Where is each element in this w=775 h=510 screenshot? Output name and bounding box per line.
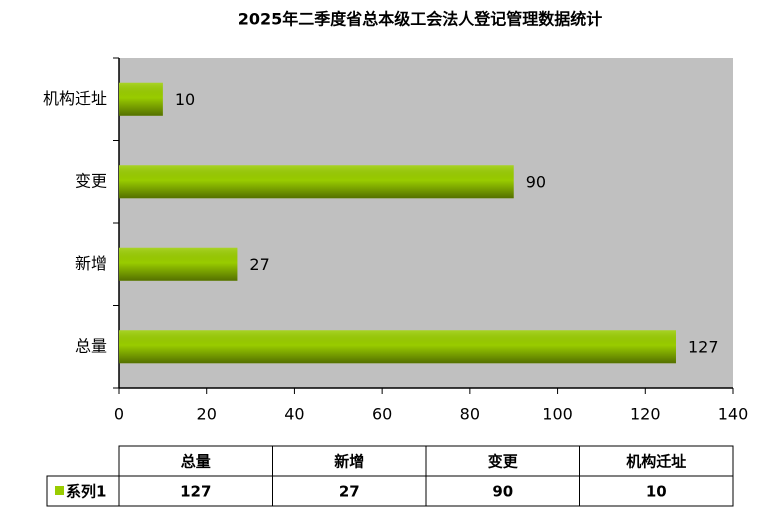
y-tick-label: 机构迁址 [43, 89, 107, 108]
table-border [46, 475, 734, 507]
x-tick-label: 20 [197, 405, 217, 424]
data-label: 127 [688, 337, 719, 356]
table-value: 27 [339, 483, 360, 501]
x-tick-label: 140 [718, 405, 749, 424]
bar-shade [119, 82, 163, 116]
y-tick-label: 新增 [75, 254, 107, 273]
table-value: 90 [492, 483, 513, 501]
y-tick-label: 总量 [75, 336, 107, 355]
data-label: 27 [249, 255, 269, 274]
bar-shade [119, 330, 676, 364]
x-tick-label: 120 [630, 405, 661, 424]
data-label: 90 [526, 172, 546, 191]
table-value: 10 [646, 483, 667, 501]
table-value: 127 [180, 483, 211, 501]
table-header: 总量 [181, 453, 211, 471]
x-tick-label: 0 [114, 405, 124, 424]
legend-label: 系列1 [66, 483, 106, 501]
bar-shade [119, 165, 514, 199]
y-tick-label: 变更 [75, 171, 107, 190]
bar-shade [119, 247, 238, 281]
table-header: 变更 [488, 453, 519, 471]
data-label: 10 [175, 90, 195, 109]
chart-title: 2025年二季度省总本级工会法人登记管理数据统计 [238, 10, 603, 29]
x-tick-label: 40 [284, 405, 304, 424]
x-tick-label: 80 [460, 405, 480, 424]
legend-swatch [55, 486, 64, 495]
table-header: 新增 [334, 453, 364, 471]
table-header: 机构迁址 [626, 453, 686, 471]
x-tick-label: 100 [542, 405, 573, 424]
x-tick-label: 60 [372, 405, 392, 424]
